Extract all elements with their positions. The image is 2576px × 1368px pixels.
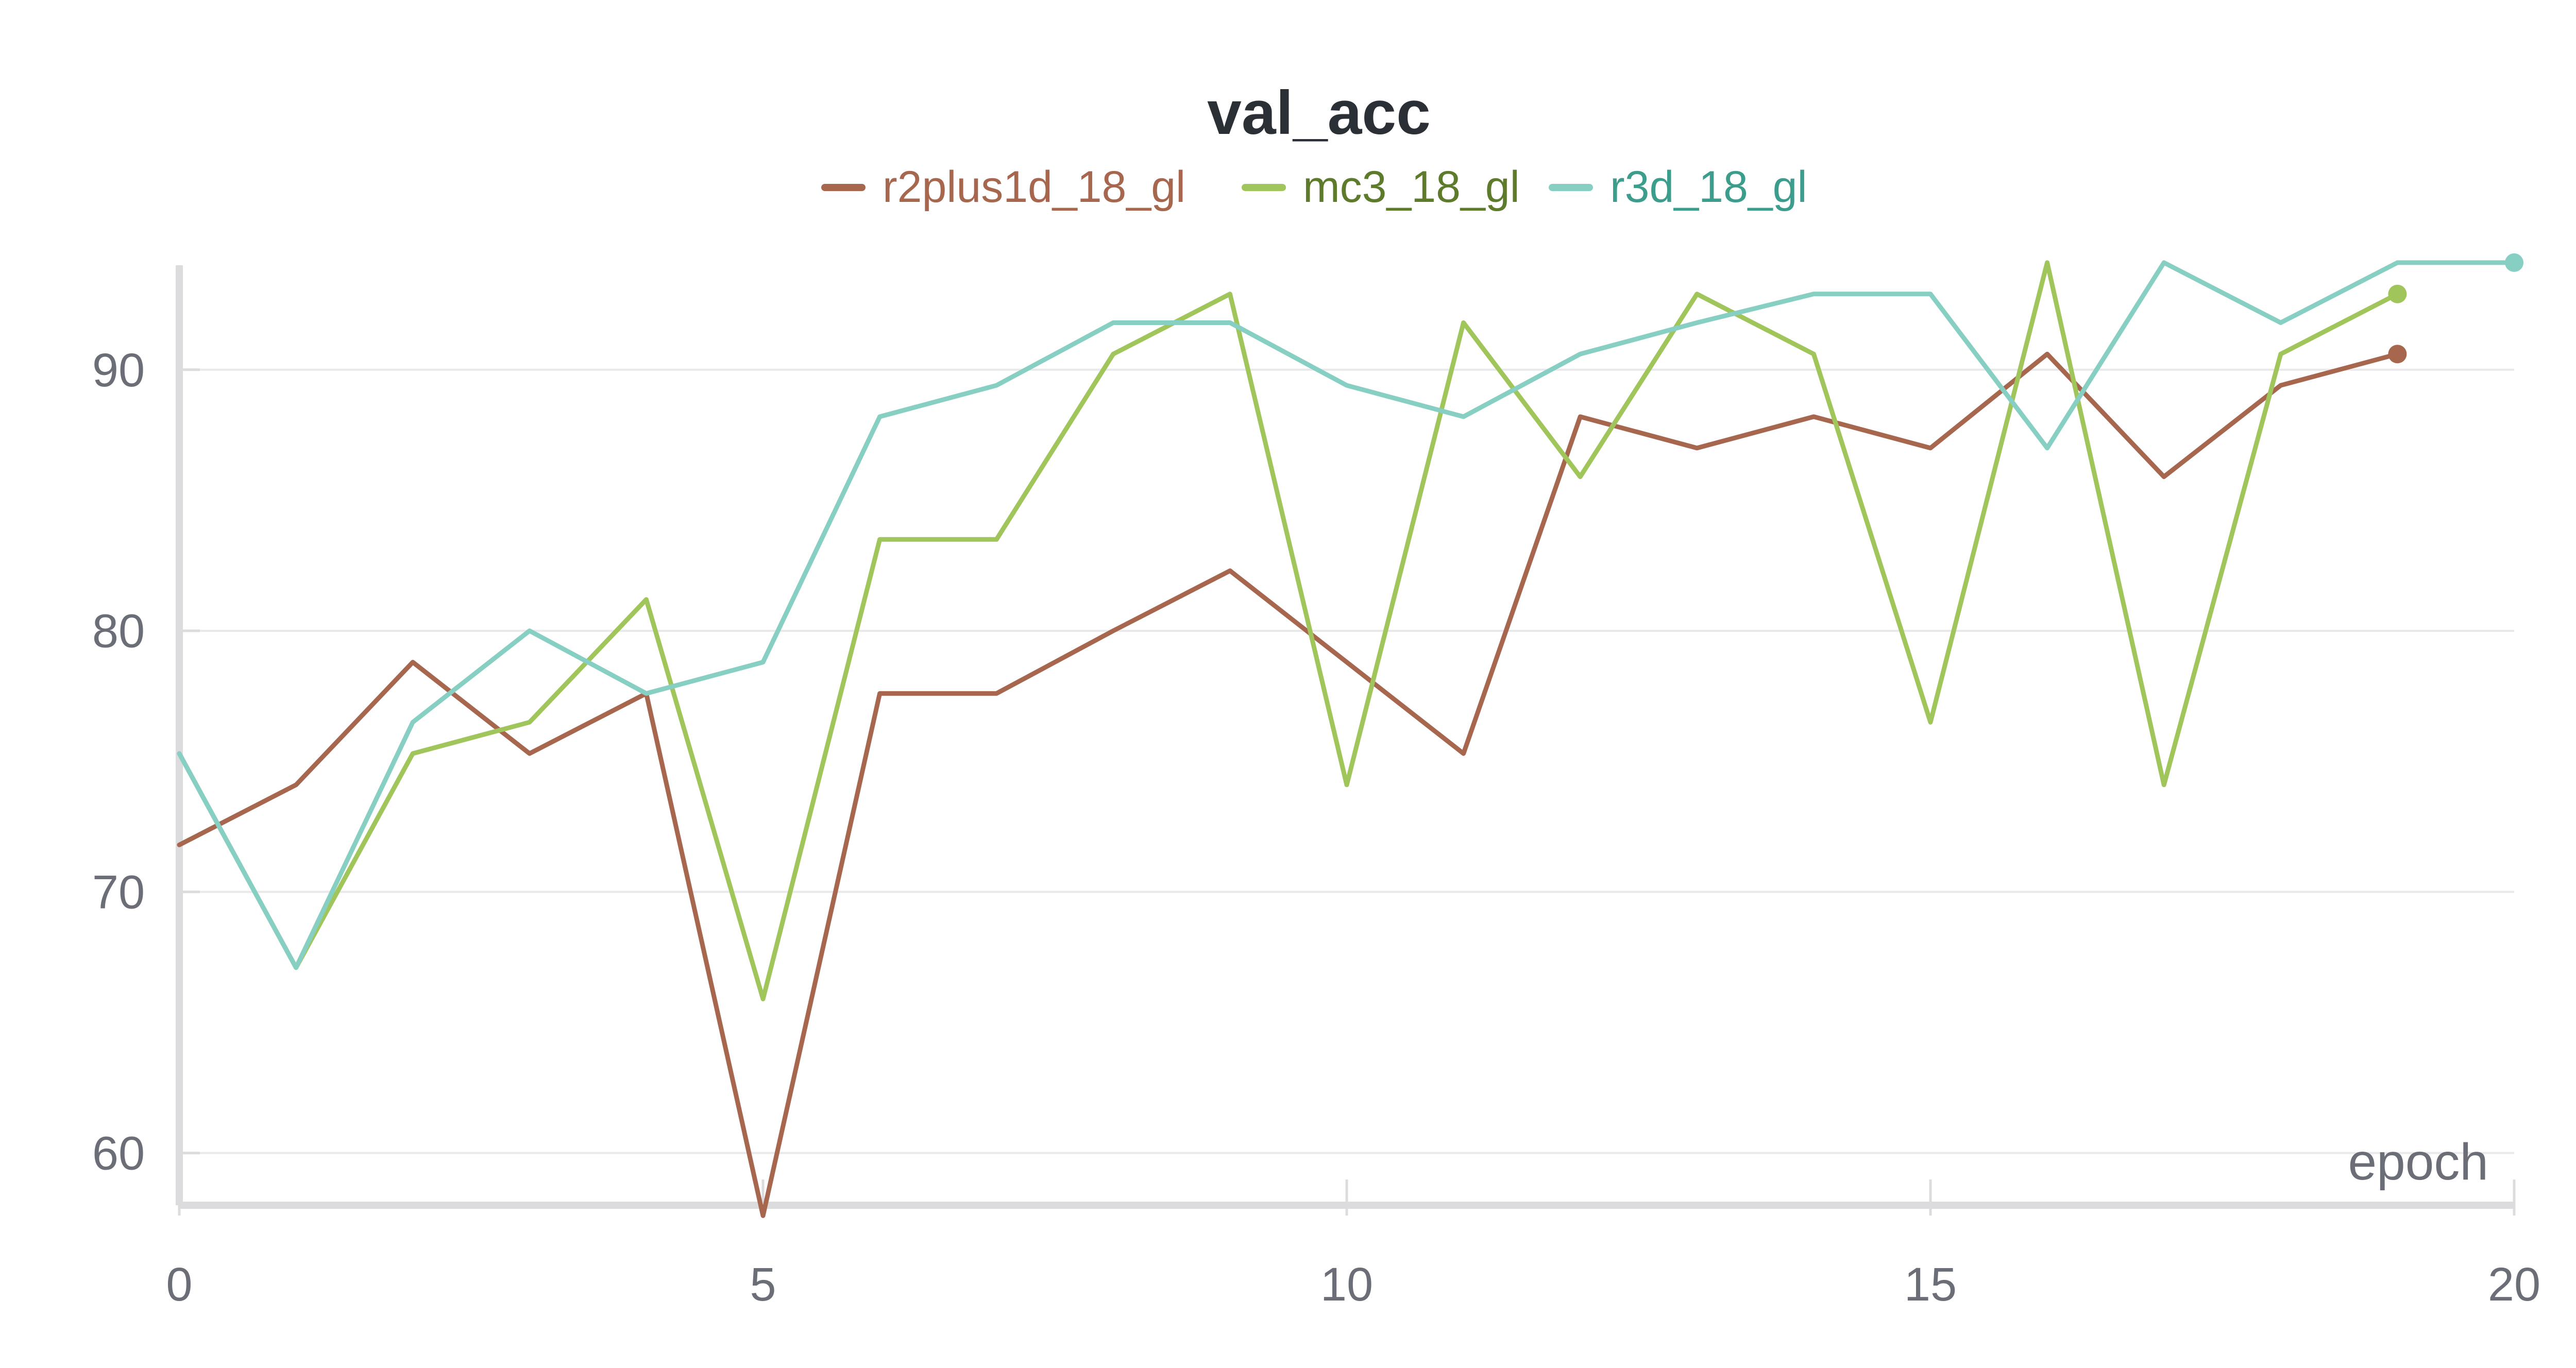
y-tick-label: 90: [92, 344, 145, 397]
y-tick-label: 60: [92, 1127, 145, 1180]
x-tick-label: 0: [166, 1258, 192, 1311]
series-end-point-mc3_18_gl: [2388, 284, 2407, 303]
grid: [179, 368, 2514, 1154]
series-line-r3d_18_gl: [177, 260, 2517, 970]
series-line-mc3_18_gl: [177, 260, 2400, 1001]
x-tick-label: 10: [1320, 1258, 1373, 1311]
legend: r2plus1d_18_gl mc3_18_gl r3d_18_gl: [821, 162, 1807, 212]
legend-label-r2plus1d_18_gl: r2plus1d_18_gl: [883, 162, 1185, 212]
series-end-point-r3d_18_gl: [2505, 253, 2523, 272]
x-tick-label: 20: [2488, 1258, 2540, 1311]
series-lines: [177, 253, 2523, 1218]
legend-label-r3d_18_gl: r3d_18_gl: [1610, 162, 1807, 212]
x-tick-label: 15: [1904, 1258, 1957, 1311]
x-axis-label: epoch: [2348, 1133, 2488, 1191]
y-tick-label: 70: [92, 866, 145, 919]
x-tick-label: 5: [750, 1258, 776, 1311]
chart-title: val_acc: [1207, 78, 1431, 147]
legend-label-mc3_18_gl: mc3_18_gl: [1303, 162, 1520, 212]
y-tick-label: 80: [92, 605, 145, 658]
axes: 60 70 80 90 0 5 10 15 20: [92, 265, 2540, 1311]
series-line-r2plus1d_18_gl: [177, 351, 2400, 1218]
series-end-point-r2plus1d_18_gl: [2388, 345, 2407, 364]
